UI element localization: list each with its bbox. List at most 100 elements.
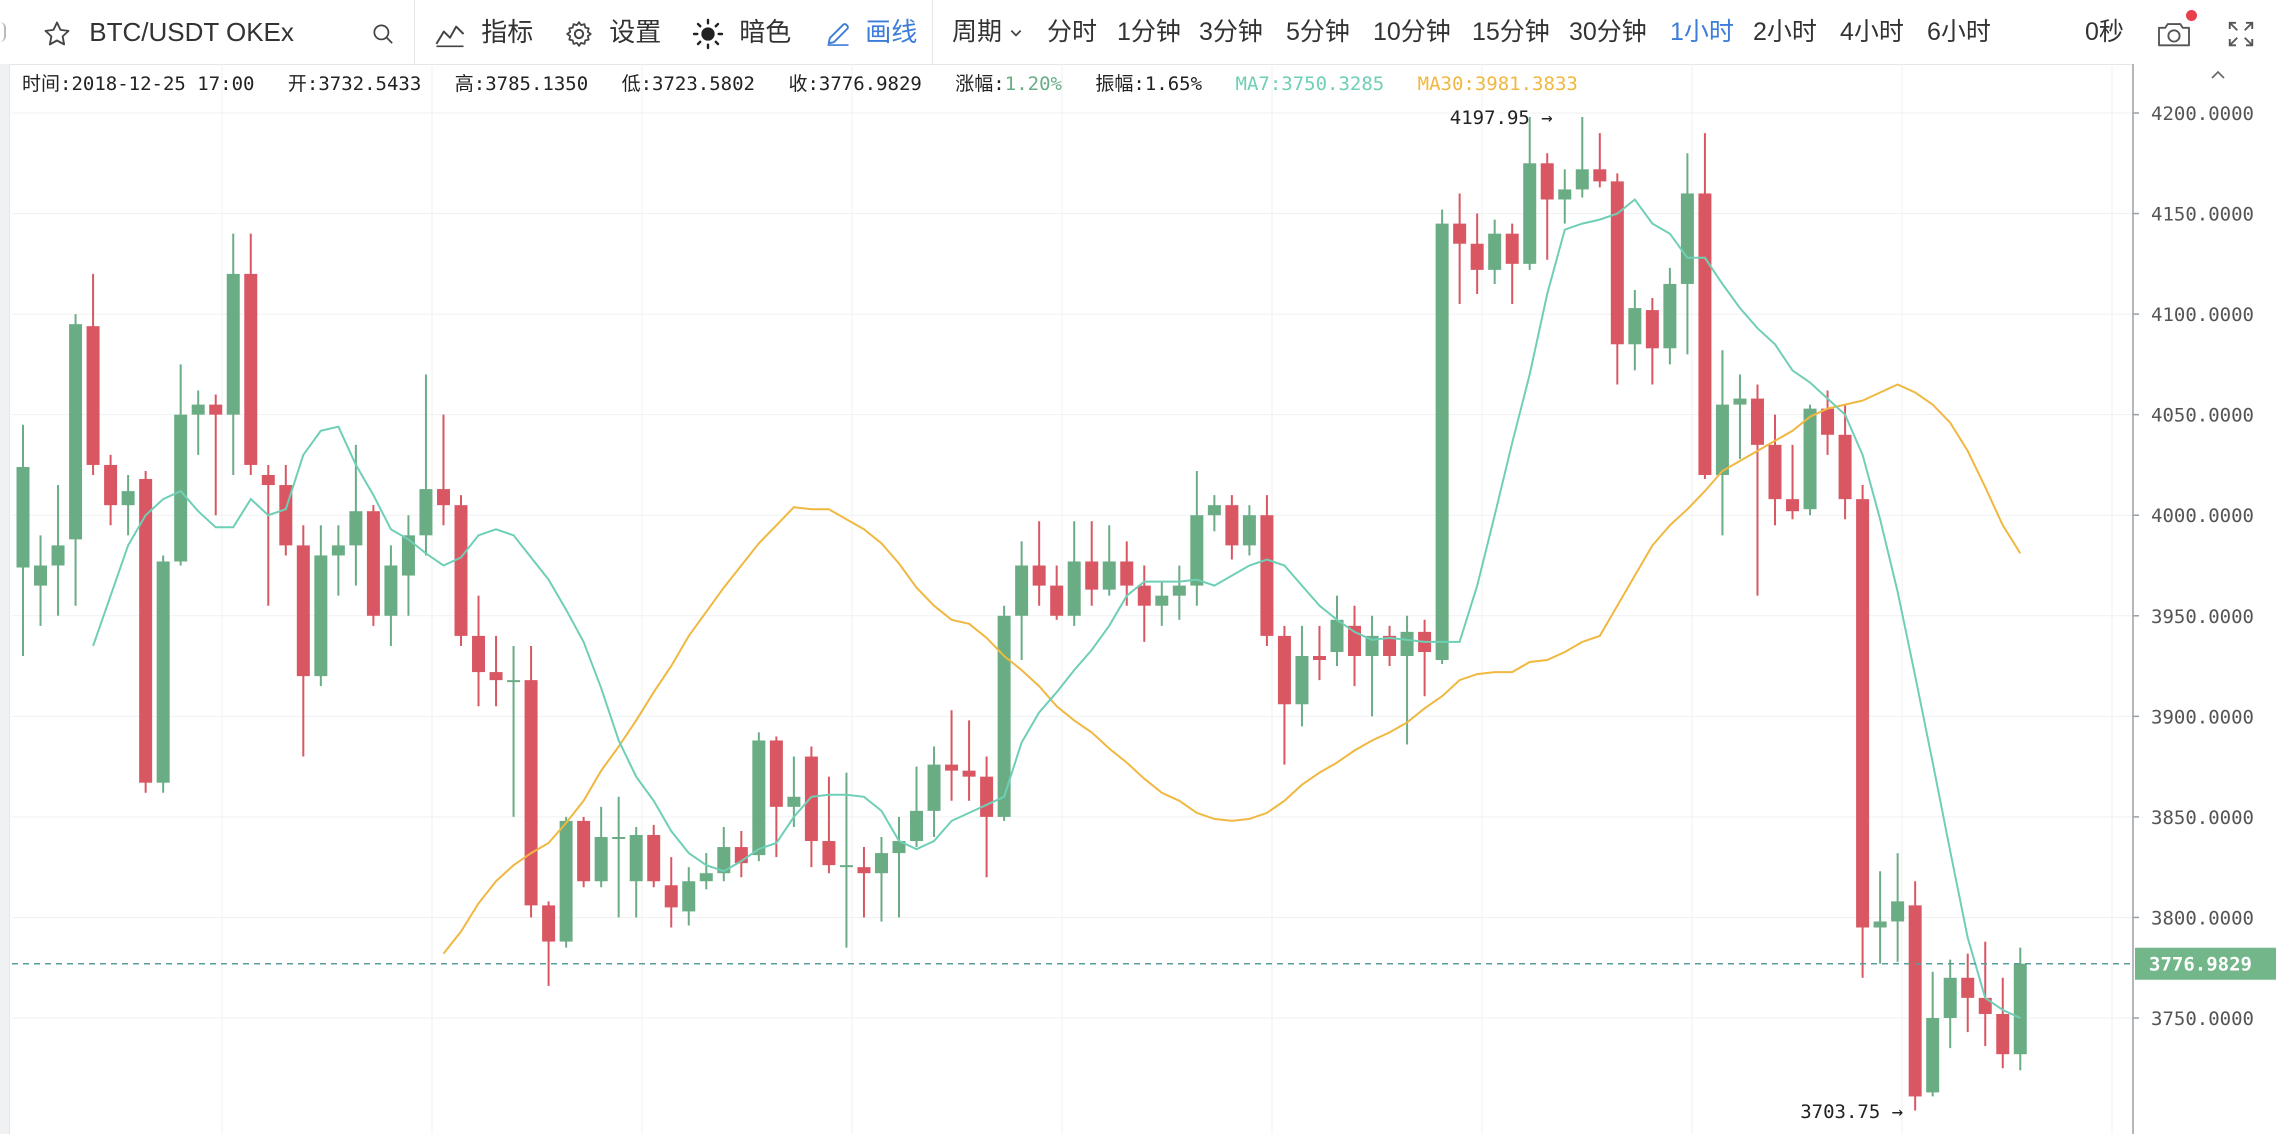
indicators-button[interactable]: 指标 bbox=[434, 0, 533, 64]
candle-up bbox=[1172, 585, 1186, 596]
candle-down bbox=[1821, 408, 1835, 435]
period-tab[interactable]: 30分钟 bbox=[1569, 18, 1647, 46]
ma30-line bbox=[442, 383, 2022, 955]
candle-down bbox=[1312, 656, 1326, 661]
candle-up bbox=[874, 853, 888, 874]
candle-up bbox=[1400, 631, 1414, 656]
candle-up bbox=[1680, 193, 1694, 284]
period-tab[interactable]: 3分钟 bbox=[1199, 18, 1263, 46]
period-tab[interactable]: 分时 bbox=[1047, 18, 1098, 46]
period-tab[interactable]: 1分钟 bbox=[1117, 18, 1181, 46]
candlestick-chart[interactable]: 4200.0000 4150.0000 4100.0000 4050.0000 4000… bbox=[0, 64, 2276, 1134]
candle-down bbox=[980, 776, 994, 817]
candle-up bbox=[1926, 1018, 1940, 1093]
candle-down bbox=[1453, 223, 1467, 244]
candle-up bbox=[1873, 921, 1887, 928]
candle-down bbox=[1225, 505, 1239, 546]
candle-down bbox=[945, 764, 959, 771]
period-tab[interactable]: 6小时 bbox=[1927, 18, 1991, 46]
draw-button[interactable]: 画线 bbox=[824, 0, 917, 64]
symbol-selector[interactable]: BTC/USDT OKEx bbox=[42, 0, 294, 64]
candle-up bbox=[331, 545, 345, 556]
candle-down bbox=[1383, 635, 1397, 656]
candle-up bbox=[1558, 189, 1572, 200]
fullscreen-button[interactable] bbox=[2226, 0, 2256, 64]
candle-down bbox=[86, 326, 100, 465]
dark-mode-label: 暗色 bbox=[739, 17, 792, 47]
candle-up bbox=[1435, 223, 1449, 661]
period-tab[interactable]: 4小时 bbox=[1840, 18, 1904, 46]
candle-up bbox=[594, 837, 608, 882]
candle-down bbox=[1750, 398, 1764, 445]
candles bbox=[16, 117, 2027, 1111]
search-button[interactable] bbox=[370, 0, 396, 64]
chevron-down-icon bbox=[1009, 18, 1023, 46]
candle-down bbox=[1505, 233, 1519, 264]
star-icon[interactable] bbox=[42, 17, 79, 47]
candle-up bbox=[892, 841, 906, 854]
candle-up bbox=[51, 545, 65, 566]
period-label: 周期 bbox=[952, 18, 1003, 46]
candle-down bbox=[664, 885, 678, 908]
settings-button[interactable]: 设置 bbox=[564, 0, 661, 64]
dark-mode-toggle[interactable]: 暗色 bbox=[692, 0, 791, 64]
candle-down bbox=[822, 841, 836, 866]
candle-down bbox=[1277, 635, 1291, 705]
candle-up bbox=[1102, 561, 1116, 590]
info-change-value: 1.20% bbox=[1004, 73, 1062, 95]
period-tab[interactable]: 2小时 bbox=[1753, 18, 1817, 46]
collapse-button[interactable] bbox=[2200, 64, 2236, 88]
draw-label: 画线 bbox=[865, 17, 918, 47]
candle-down bbox=[1470, 243, 1484, 270]
info-change-label: 涨幅: bbox=[955, 73, 1005, 95]
top-toolbar: BTC/USDT OKEx 指标 设置 暗色 bbox=[0, 0, 2276, 65]
period-tab[interactable]: 10分钟 bbox=[1373, 18, 1451, 46]
candle-up bbox=[16, 466, 30, 568]
axis-tick-label: 4100.0000 bbox=[2151, 304, 2254, 326]
info-change: 涨幅:1.20% bbox=[955, 73, 1062, 95]
settings-label: 设置 bbox=[609, 17, 662, 47]
candle-up bbox=[1575, 169, 1589, 190]
screenshot-button[interactable] bbox=[2155, 0, 2197, 64]
period-dropdown[interactable]: 周期 bbox=[952, 0, 1023, 64]
toolbar-divider bbox=[414, 0, 415, 64]
low-mark-label: 3703.75 → bbox=[1800, 1101, 1903, 1123]
left-panel-edge[interactable] bbox=[0, 22, 6, 42]
candle-down bbox=[962, 770, 976, 777]
info-time: 时间:2018-12-25 17:00 bbox=[22, 73, 255, 95]
candle-down bbox=[296, 545, 310, 677]
candle-up bbox=[2013, 963, 2027, 1055]
candle-down bbox=[261, 475, 275, 486]
info-low: 低:3723.5802 bbox=[621, 73, 755, 95]
candle-up bbox=[1733, 398, 1747, 405]
candle-up bbox=[629, 834, 643, 882]
info-open: 开:3732.5433 bbox=[287, 73, 422, 95]
period-tab-active[interactable]: 1小时 bbox=[1670, 18, 1734, 46]
chevron-up-icon bbox=[2200, 70, 2236, 90]
candle-down bbox=[1838, 434, 1852, 500]
candle-down bbox=[647, 834, 661, 882]
candle-up bbox=[384, 565, 398, 616]
candle-up bbox=[1891, 901, 1905, 922]
info-ma30: MA30:3981.3833 bbox=[1417, 73, 1578, 95]
axis-tick-label: 3950.0000 bbox=[2151, 606, 2254, 628]
candle-down bbox=[1978, 997, 1992, 1014]
candle-up bbox=[1015, 565, 1029, 616]
candle-up bbox=[1155, 595, 1169, 606]
candle-up bbox=[699, 873, 713, 882]
candle-up bbox=[401, 535, 415, 576]
candle-down bbox=[436, 489, 450, 506]
period-tab[interactable]: 15分钟 bbox=[1472, 18, 1550, 46]
toolbar-divider bbox=[932, 0, 933, 64]
period-tab[interactable]: 5分钟 bbox=[1286, 18, 1350, 46]
price-tag-label: 3776.9829 bbox=[2149, 954, 2252, 976]
candle-down bbox=[1698, 193, 1712, 475]
axis-tick-label: 4150.0000 bbox=[2151, 204, 2254, 226]
candle-up bbox=[910, 810, 924, 842]
left-drawing-rail[interactable] bbox=[0, 64, 10, 1134]
search-icon[interactable] bbox=[370, 17, 396, 47]
axis-tick-label: 3900.0000 bbox=[2151, 706, 2254, 728]
candle-up bbox=[226, 273, 240, 415]
axis-tick-label: 3850.0000 bbox=[2151, 807, 2254, 829]
